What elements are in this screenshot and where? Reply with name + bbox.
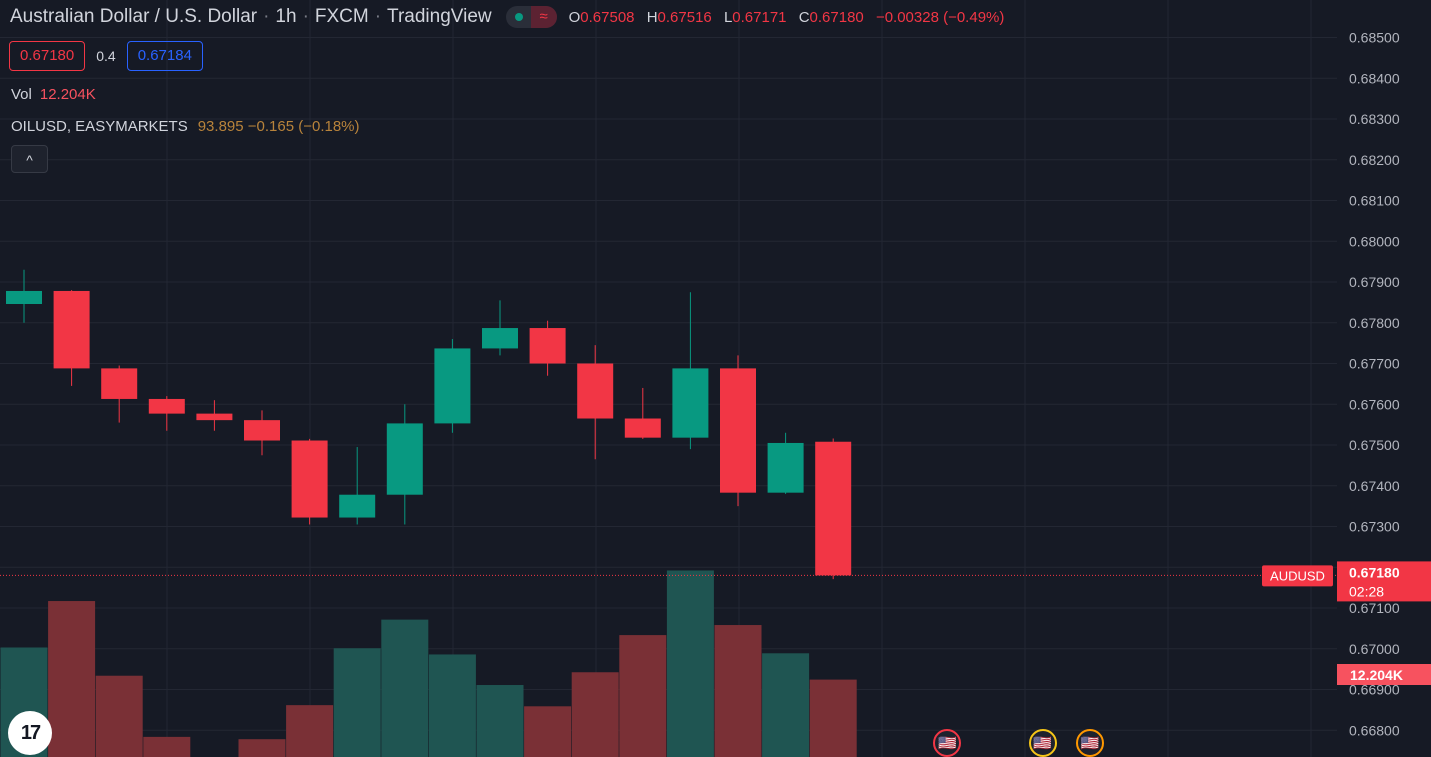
y-tick-label: 0.68200 (1349, 152, 1400, 168)
last-price-label: 0.67180 (1349, 564, 1400, 580)
data-source: TradingView (387, 6, 492, 27)
y-tick-label: 0.67000 (1349, 641, 1400, 657)
volume-bar (619, 635, 667, 757)
wave-icon: ≈ (530, 6, 557, 28)
us-flag-icon[interactable]: 🇺🇸 (1076, 729, 1105, 757)
volume-value: 12.204K (39, 86, 96, 103)
separator-dot: · (374, 6, 382, 27)
y-tick-label: 0.68300 (1349, 111, 1400, 127)
market-open-dot (514, 13, 523, 21)
y-tick-label: 0.67900 (1349, 274, 1400, 290)
volume-bar (238, 739, 286, 757)
open-value: 0.67508 (580, 8, 635, 26)
y-tick-label: 0.67100 (1349, 600, 1400, 616)
y-tick-label: 0.66900 (1349, 682, 1400, 698)
volume-bar (476, 685, 524, 757)
candle-body (529, 328, 566, 364)
candle-body (672, 368, 709, 438)
y-tick-label: 0.67800 (1349, 315, 1400, 331)
volume-bar (809, 679, 857, 757)
symbol-name[interactable]: Australian Dollar / U.S. Dollar (10, 6, 258, 27)
volume-bar (381, 619, 429, 757)
candle-body (291, 440, 328, 518)
volume-legend: Vol 12.204K (11, 86, 96, 103)
candle-body (244, 420, 280, 441)
candle-body (434, 348, 471, 424)
close-value: 0.67180 (809, 8, 864, 26)
candle-body (624, 418, 661, 438)
exchange: FXCM (314, 6, 369, 27)
collapse-legend-button[interactable]: ^ (11, 145, 48, 173)
market-status-pill[interactable]: ≈ (505, 6, 557, 28)
chevron-up-icon: ^ (26, 152, 33, 168)
high-value: 0.67516 (657, 8, 712, 26)
change-value: −0.00328 (−0.49%) (875, 8, 1005, 26)
last-price-box (1337, 561, 1431, 602)
volume-bar (286, 705, 334, 757)
candle-body (53, 290, 90, 369)
overlay-legend: OILUSD, EASYMARKETS 93.895 −0.165 (−0.18… (11, 118, 360, 135)
volume-axis-label: 12.204K (1350, 667, 1403, 683)
volume-bar (714, 625, 762, 757)
candle-body (720, 368, 756, 493)
y-tick-label: 0.67300 (1349, 519, 1400, 535)
volume-label[interactable]: Vol (11, 86, 32, 103)
tradingview-logo-icon[interactable]: 17 (8, 711, 52, 755)
candle-body (386, 423, 423, 495)
candle-body (767, 442, 804, 493)
candle-body (196, 413, 233, 421)
spread-value: 0.4 (96, 48, 116, 64)
us-flag-icon[interactable]: 🇺🇸 (933, 729, 962, 757)
ohlc-values: O0.67508 H0.67516 L0.67171 C0.67180 −0.0… (568, 8, 1005, 26)
quote-row: 0.67180 0.4 0.67184 (9, 41, 203, 71)
separator-dot: · (263, 6, 270, 27)
sell-price-button[interactable]: 0.67180 (9, 41, 86, 71)
y-tick-label: 0.67400 (1349, 478, 1400, 494)
candle-body (339, 494, 376, 518)
y-tick-label: 0.66800 (1349, 722, 1400, 738)
candle-body (482, 328, 518, 349)
y-tick-label: 0.68400 (1349, 70, 1400, 86)
symbol-tag (1262, 565, 1333, 587)
volume-bar (762, 653, 810, 757)
y-tick-label: 0.68000 (1349, 233, 1400, 249)
volume-bar (666, 570, 714, 757)
candle-body (101, 368, 138, 399)
candle-body (6, 290, 42, 305)
logo-text: 17 (20, 721, 41, 744)
separator-dot: · (302, 6, 309, 27)
overlay-value: 93.895 −0.165 (−0.18%) (197, 118, 360, 135)
countdown-label: 02:28 (1349, 583, 1384, 599)
low-value: 0.67171 (732, 8, 787, 26)
overlay-symbol[interactable]: OILUSD, EASYMARKETS (11, 118, 188, 135)
us-flag-icon[interactable]: 🇺🇸 (1028, 729, 1057, 757)
volume-bar (143, 736, 191, 757)
y-tick-label: 0.68500 (1349, 30, 1400, 46)
buy-price-button[interactable]: 0.67184 (126, 41, 203, 71)
volume-bar (428, 654, 476, 757)
candle-body (815, 441, 852, 576)
volume-bar (524, 706, 572, 757)
symbol-tag-label: AUDUSD (1270, 568, 1325, 583)
volume-bar (95, 675, 143, 757)
y-tick-label: 0.67700 (1349, 356, 1400, 372)
y-tick-label: 0.67500 (1349, 437, 1400, 453)
volume-bar (48, 601, 96, 757)
y-tick-label: 0.67600 (1349, 396, 1400, 412)
interval[interactable]: 1h (275, 6, 297, 27)
y-tick-label: 0.68100 (1349, 193, 1400, 209)
volume-bar (333, 648, 381, 757)
volume-bar (571, 672, 619, 757)
candle-body (577, 363, 614, 419)
candle-body (148, 398, 185, 414)
volume-price-box (1337, 664, 1431, 685)
symbol-legend: Australian Dollar / U.S. Dollar · 1h · F… (10, 6, 1012, 28)
